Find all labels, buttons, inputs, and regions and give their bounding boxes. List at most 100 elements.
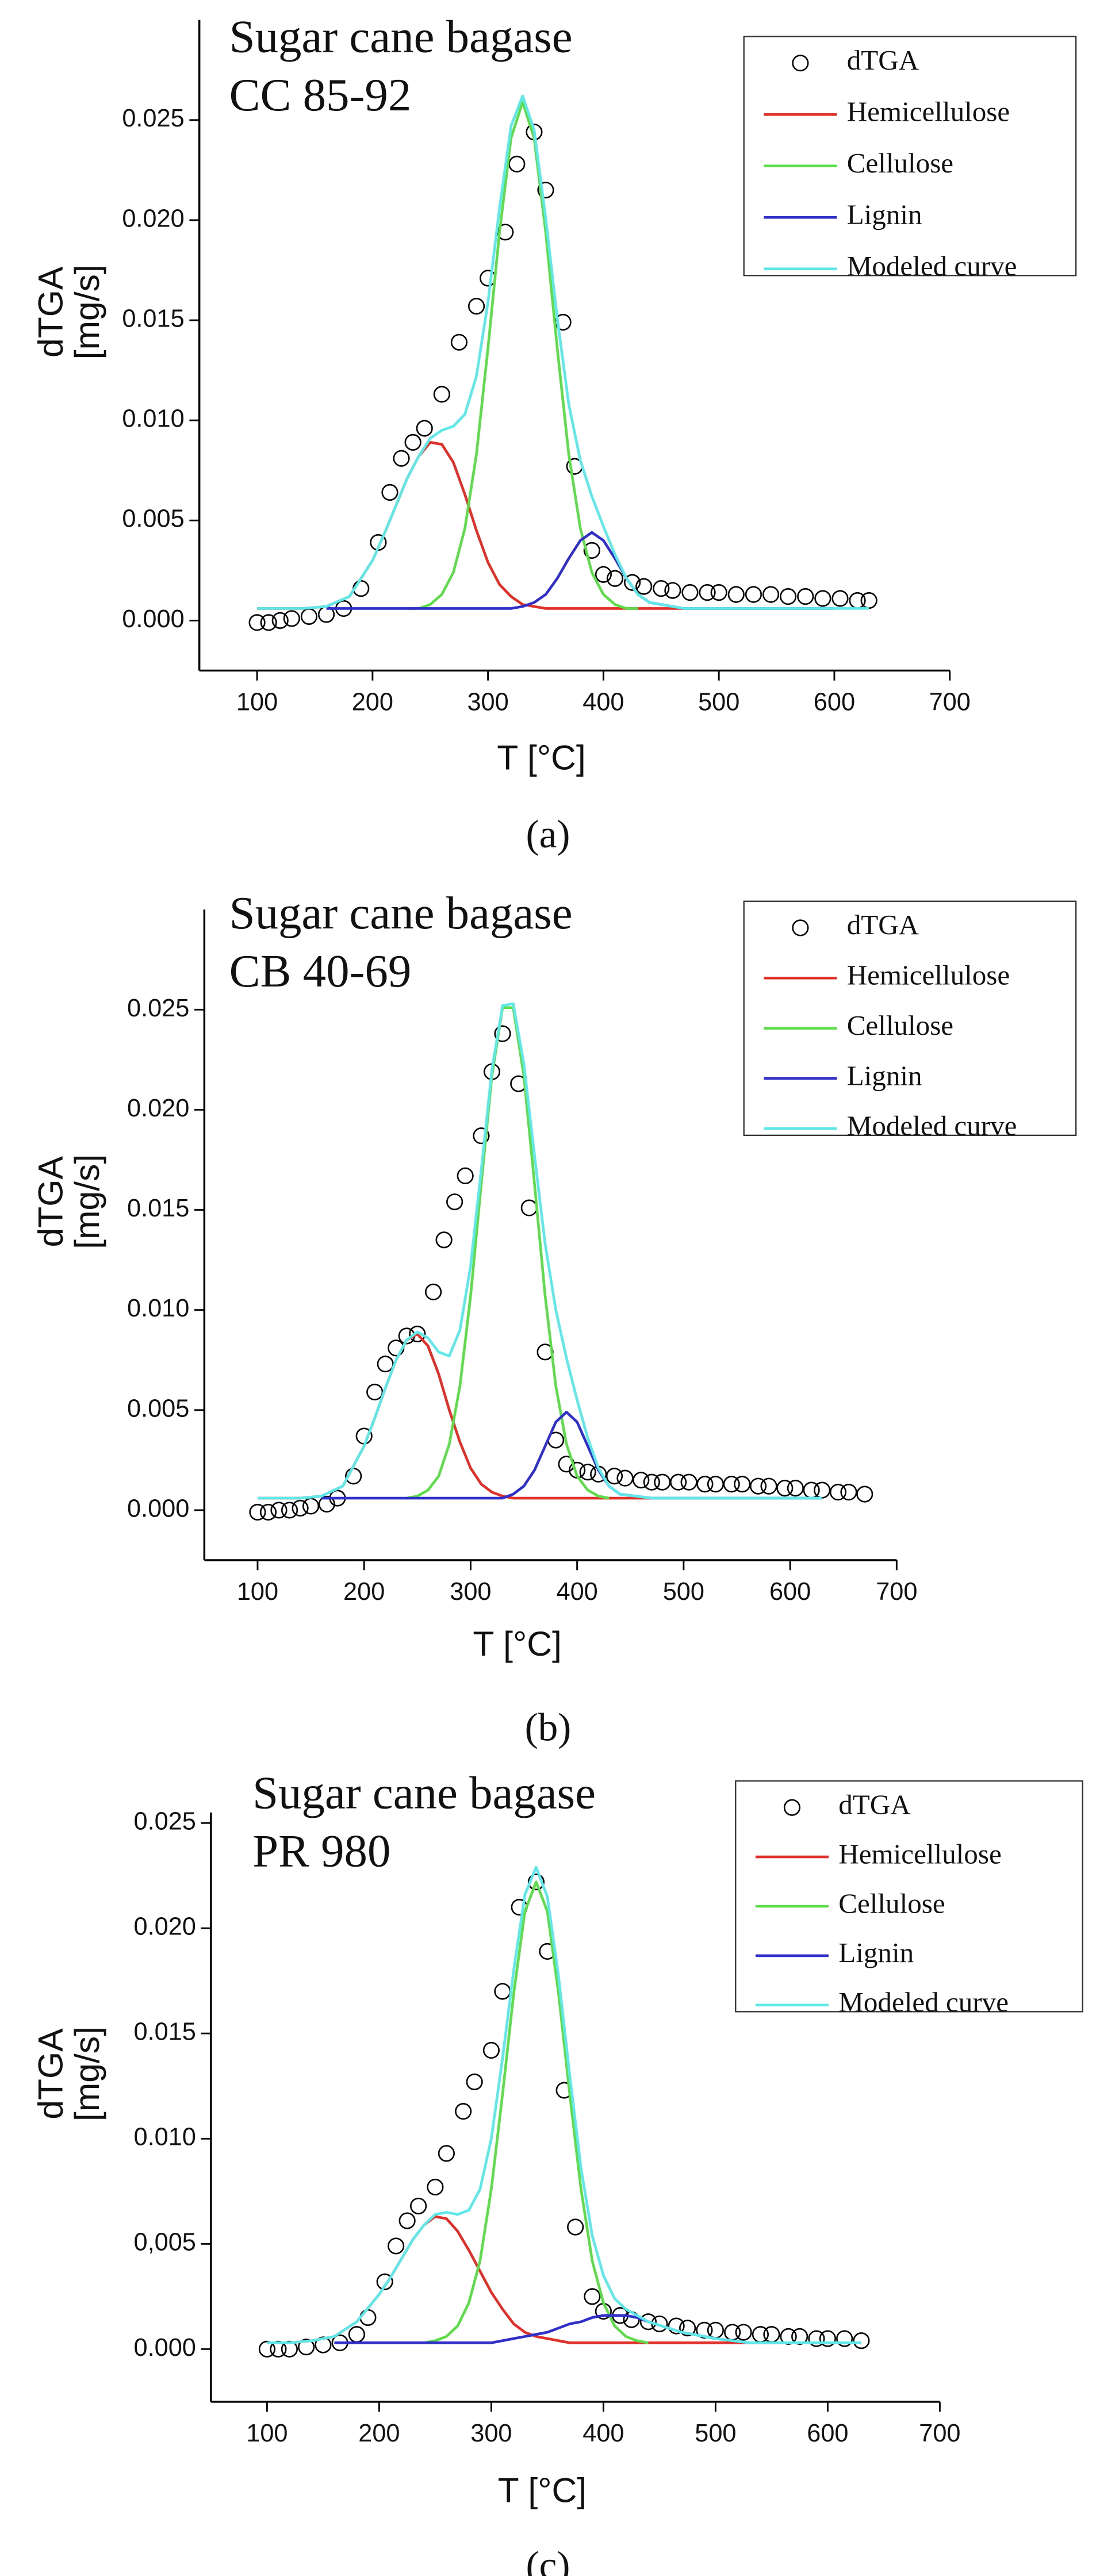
x-tick-label: 400 [583,689,624,716]
y-tick-label: 0.015 [127,1195,189,1222]
data-point [455,2103,472,2120]
y-axis-label: [mg/s] [67,1154,106,1249]
data-point [259,1503,277,1521]
legend-box [735,1780,1083,2013]
data-point [635,578,653,595]
y-tick-label: 0.020 [127,1095,189,1122]
data-point [762,586,780,603]
data-point [466,2073,483,2091]
panel-label: (a) [526,812,570,856]
data-point [643,1473,660,1491]
data-point [668,2317,685,2335]
data-point [302,1498,320,1515]
data-point [283,610,300,627]
legend-label: Lignin [847,198,922,230]
x-axis-label: T [°C] [473,1624,562,1663]
x-tick-label: 400 [583,2420,624,2447]
y-tick-label: 0.015 [134,2018,196,2046]
y-tick-label: 0.025 [134,1808,196,1836]
curve [334,2314,861,2344]
data-point [467,298,485,315]
data-point [670,1473,687,1491]
data-point [300,608,317,625]
chart-subtitle: CB 40-69 [229,946,412,997]
data-point [606,570,624,587]
data-point [366,1383,384,1401]
data-point [819,2330,836,2347]
data-point [567,2218,584,2236]
y-axis-label: [mg/s] [67,264,106,359]
data-point [433,386,450,403]
data-point [473,1127,490,1145]
x-tick-label: 400 [557,1578,598,1606]
x-tick-label: 100 [236,689,278,716]
data-point [427,2178,444,2196]
data-point [537,182,554,199]
data-point [520,1199,538,1216]
data-point [797,588,814,605]
x-tick-label: 100 [246,2420,288,2447]
data-point [633,1472,650,1489]
data-point [624,574,641,591]
legend-label: Modeled curve [838,1986,1009,2018]
legend-label: dTGA [847,909,919,940]
data-point [760,1477,777,1495]
data-point [281,1502,298,1519]
data-point [527,1874,545,1891]
panel-label: (b) [525,1704,572,1749]
y-axis-label: dTGA [31,266,70,358]
legend-label: Hemicellulose [847,95,1010,127]
y-tick-label: 0.025 [127,995,189,1022]
y-tick-label: 0.020 [134,1913,196,1941]
chart-title: Sugar cane bagase [252,1767,596,1818]
data-point [763,2326,780,2343]
data-point [780,588,797,605]
data-point [381,483,398,501]
legend-label: Hemicellulose [847,959,1010,991]
x-tick-label: 600 [769,1578,811,1606]
data-point [249,1503,266,1521]
chart: 0.000 0,005 0.010 0.015 0.020 0.025 100 200 300 4… [31,1767,1083,2576]
chart-subtitle: PR 980 [252,1825,390,1876]
legend-marker [792,919,809,936]
x-tick-label: 600 [807,2420,848,2447]
data-point [376,2273,393,2290]
data-point [696,1476,714,1493]
data-point [787,1480,804,1497]
data-point [494,1025,511,1042]
legend-label: Cellulose [838,1887,945,1919]
x-tick-label: 300 [467,689,508,716]
data-point [248,614,266,631]
data-point [393,450,410,467]
data-point [348,2326,365,2343]
data-point [424,1283,442,1300]
y-tick-label: 0.010 [122,405,184,433]
legend-label: Lignin [838,1937,914,1968]
data-point [723,1476,740,1493]
curve [423,1880,649,2344]
y-tick-label: 0.020 [122,205,184,232]
legend-box [743,36,1077,277]
x-tick-label: 600 [814,689,855,716]
x-tick-label: 200 [358,2420,400,2447]
data-point [840,1484,857,1501]
x-axis-label: T [°C] [497,738,586,777]
data-point [707,2321,724,2339]
legend-label: Modeled curve [847,250,1017,282]
data-point [856,1485,873,1503]
data-point [450,333,468,351]
data-point [359,2309,377,2326]
data-point [814,1481,831,1499]
legend: dTGA Hemicellulose Cellulose Lignin Modeled … [735,1780,1083,2018]
x-axis-label: T [°C] [498,2471,587,2510]
x-tick-label: 500 [663,1578,704,1606]
legend-label: Cellulose [847,1009,953,1041]
legend-label: Modeled curve [847,1110,1017,1142]
data-point [292,1499,309,1517]
data-point [579,1464,596,1481]
data-point [584,2288,601,2305]
chart-title: Sugar cane bagase [229,11,573,63]
legend-marker [783,1799,801,1816]
x-tick-label: 700 [876,1578,917,1606]
data-point [446,1193,463,1211]
